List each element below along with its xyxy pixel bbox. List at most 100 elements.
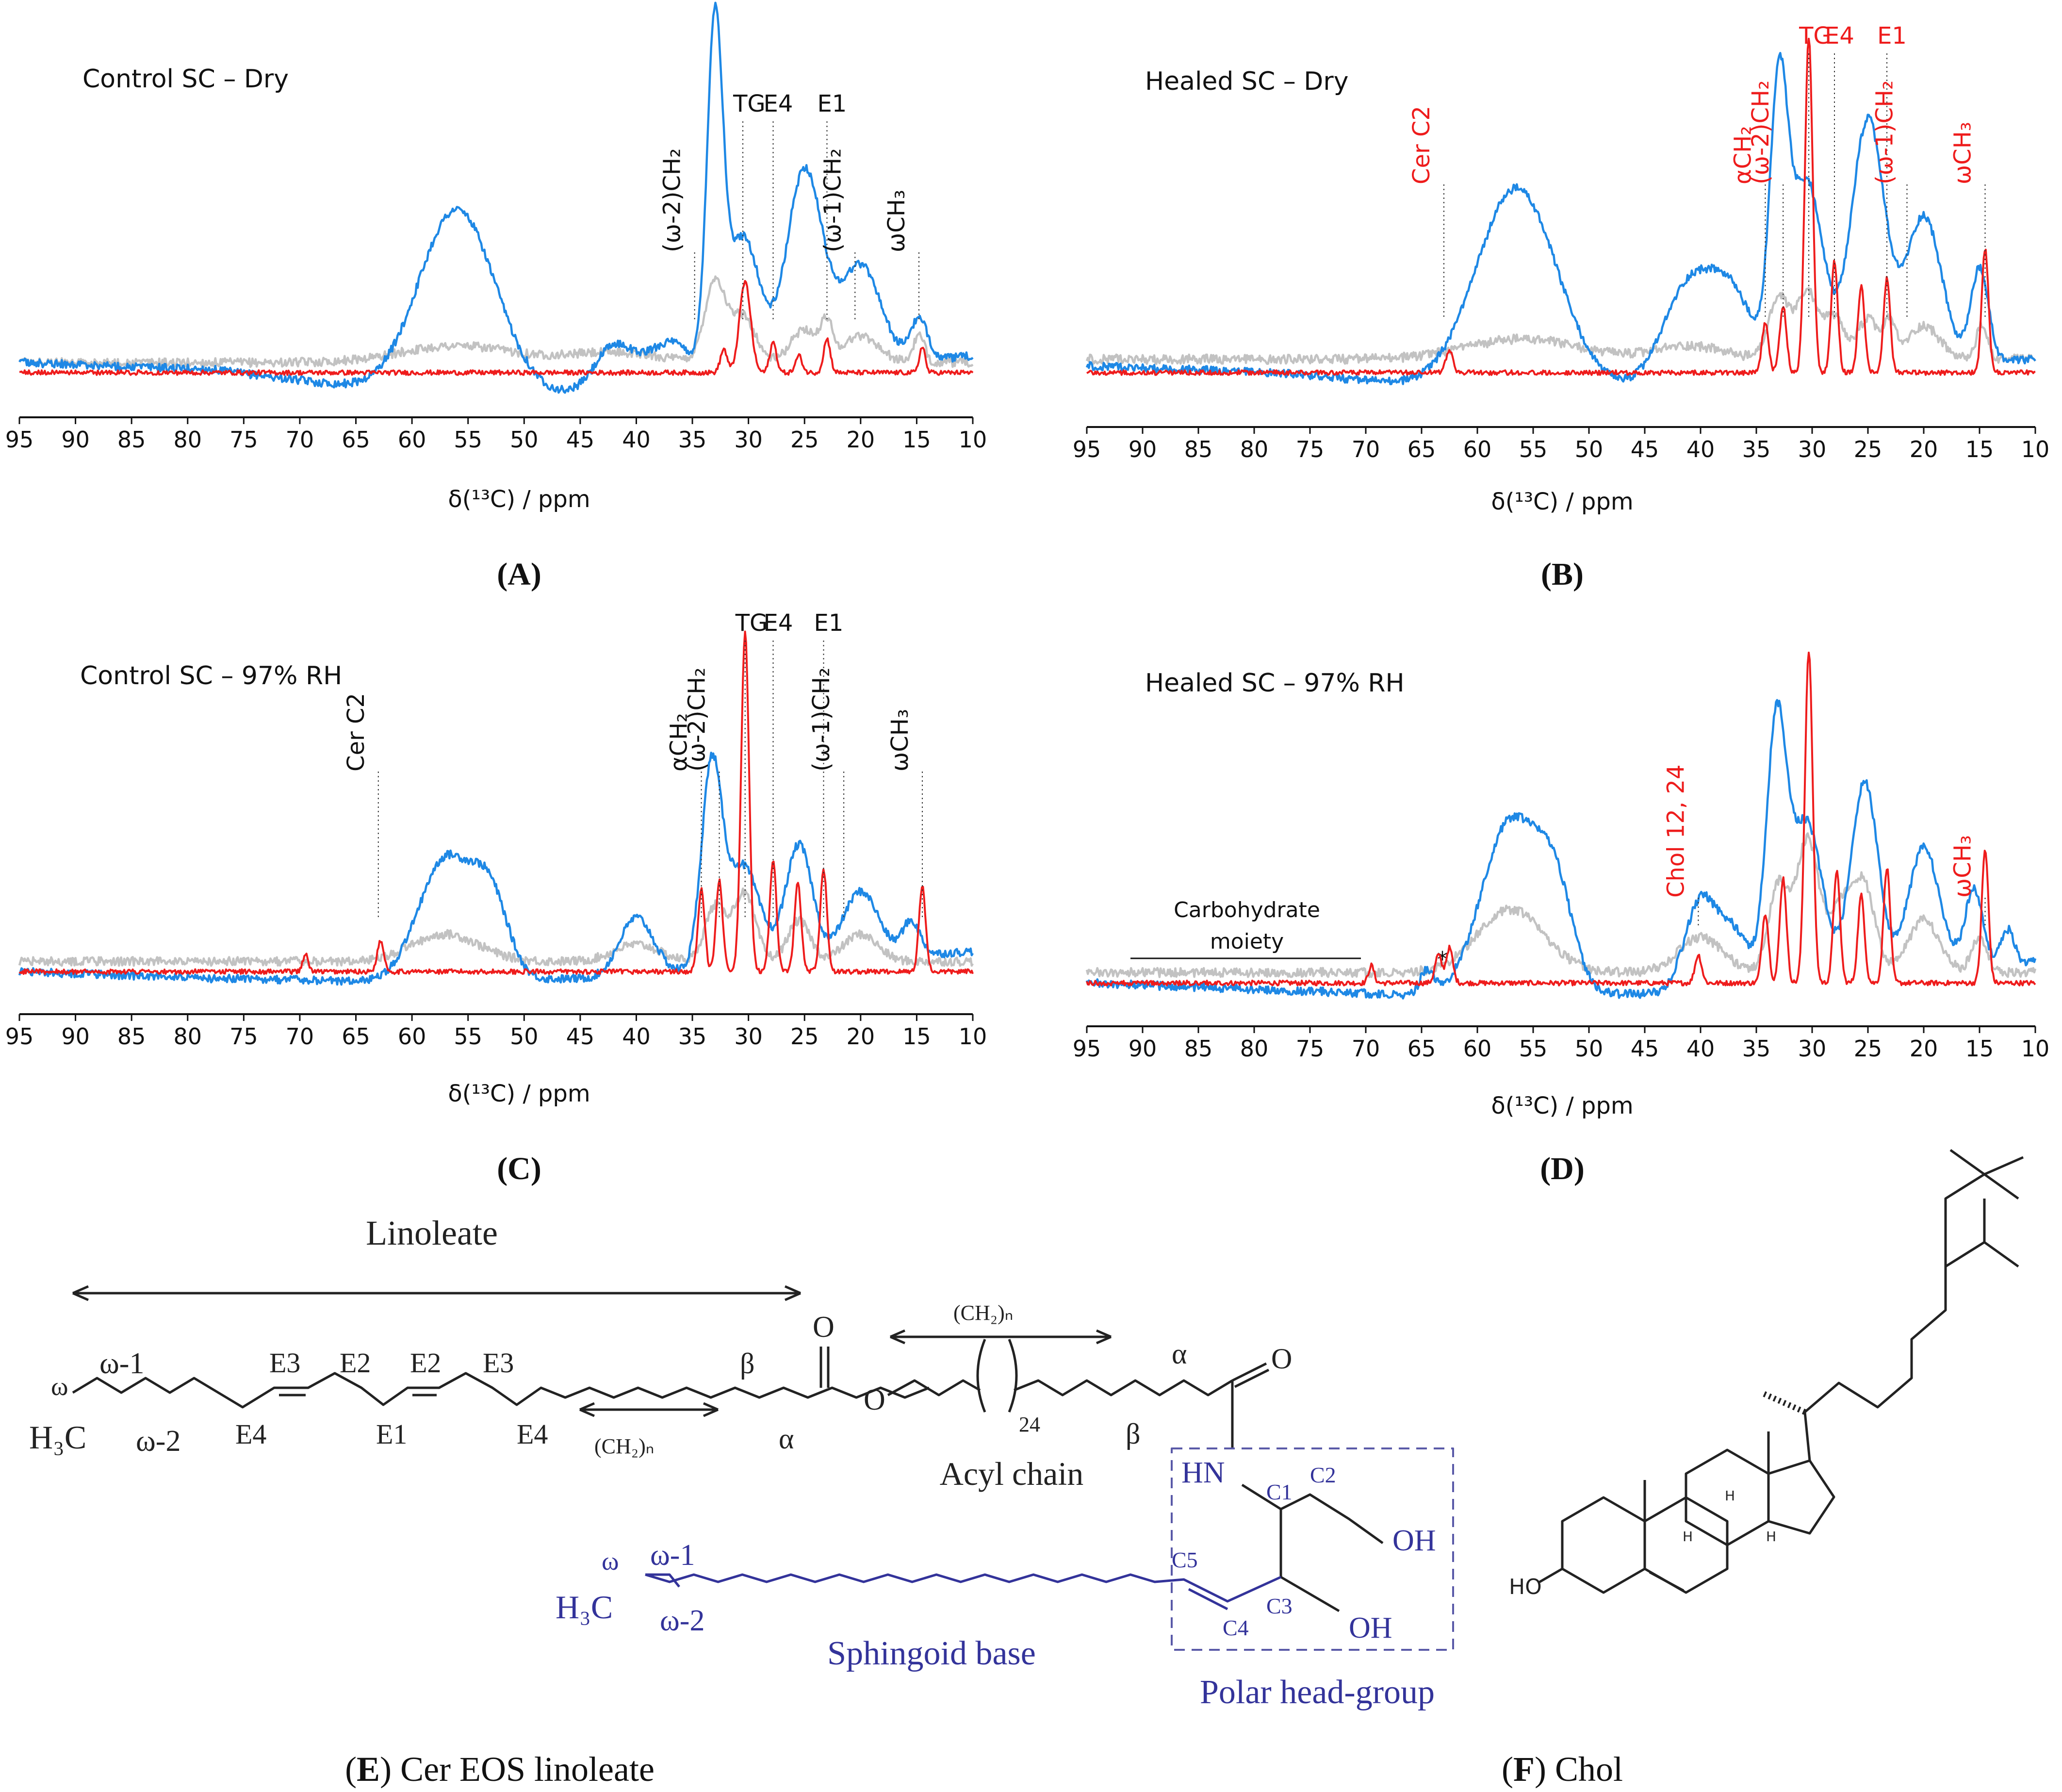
panel-a-xlabel: δ(¹³C) / ppm xyxy=(448,486,590,513)
linoleate-chain xyxy=(72,1372,930,1409)
omega-1-label: ω-1 xyxy=(99,1347,144,1380)
x-tick-label: 90 xyxy=(1129,436,1157,462)
x-tick-label: 70 xyxy=(286,1023,314,1050)
x-tick-label: 45 xyxy=(566,427,595,453)
x-tick-label: 25 xyxy=(790,427,819,453)
annotation-label: E4 xyxy=(764,90,793,117)
x-tick-label: 25 xyxy=(1854,436,1882,462)
acyl-repeat-paren-right xyxy=(1008,1339,1018,1413)
annotation-label: TG xyxy=(733,90,766,117)
omega-2-label: ω-2 xyxy=(136,1425,180,1458)
e3-label-2: E3 xyxy=(483,1347,514,1379)
x-tick-label: 30 xyxy=(1798,1036,1827,1062)
omega-label-2: ω xyxy=(602,1546,619,1576)
x-tick-label: 90 xyxy=(61,1023,90,1050)
x-tick-label: 95 xyxy=(5,427,34,453)
series-red-d xyxy=(1086,651,2036,986)
x-tick-label: 80 xyxy=(173,427,202,453)
cer-eos-labels: Linoleate H₃C ω ω-1 ω-2 E3 E2 E2 E3 E4 E… xyxy=(29,1214,1436,1789)
x-tick-label: 20 xyxy=(1910,436,1938,462)
x-tick-label: 10 xyxy=(2021,436,2050,462)
x-tick-label: 95 xyxy=(1073,436,1101,462)
e3-label-1: E3 xyxy=(269,1347,300,1379)
x-tick-label: 35 xyxy=(1742,1036,1771,1062)
annotation-label: TG xyxy=(735,609,768,637)
x-tick-label: 30 xyxy=(734,427,763,453)
sphingoid-double-bond xyxy=(1188,1588,1228,1611)
x-tick-label: 75 xyxy=(1296,1036,1325,1062)
oh-label-1: OH xyxy=(1392,1524,1436,1557)
x-tick-label: 65 xyxy=(1407,1036,1436,1062)
x-tick-label: 65 xyxy=(342,1023,370,1050)
panel-a-label: (A) xyxy=(497,557,541,592)
x-tick-label: 75 xyxy=(1296,436,1325,462)
alpha-label-2: α xyxy=(1172,1338,1187,1370)
head-group-c1-c2 xyxy=(1241,1483,1384,1545)
x-tick-label: 45 xyxy=(566,1023,595,1050)
oh-label-2: OH xyxy=(1349,1611,1392,1644)
x-tick-label: 25 xyxy=(790,1023,819,1050)
x-tick-label: 45 xyxy=(1631,436,1659,462)
caption-e-letter: E xyxy=(357,1750,380,1789)
h3c-label-2: H₃C xyxy=(556,1589,613,1626)
x-tick-label: 75 xyxy=(229,427,258,453)
x-tick-label: 80 xyxy=(1240,1036,1269,1062)
e1-label: E1 xyxy=(376,1418,407,1450)
panel-b: Healed SC – Dry δ(¹³C) / ppm (B) xyxy=(1145,67,1634,592)
x-tick-label: 55 xyxy=(454,427,482,453)
h-label-1: H xyxy=(1683,1529,1693,1545)
x-tick-label: 10 xyxy=(959,427,987,453)
polar-head-box xyxy=(1171,1447,1454,1651)
h-label-2: H xyxy=(1725,1488,1735,1504)
x-tick-label: 20 xyxy=(1910,1036,1938,1062)
e4-label-1: E4 xyxy=(235,1418,266,1450)
amide-o-label: O xyxy=(1271,1343,1292,1375)
x-tick-label: 50 xyxy=(510,1023,539,1050)
x-tick-label: 90 xyxy=(1129,1036,1157,1062)
x-tick-label: 30 xyxy=(1798,436,1827,462)
x-tick-label: 60 xyxy=(1463,1036,1492,1062)
x-tick-label: 60 xyxy=(398,1023,426,1050)
cer-eos-structure xyxy=(72,1285,1454,1651)
panel-a-title: Control SC – Dry xyxy=(82,65,289,94)
x-tick-label: 50 xyxy=(1575,1036,1604,1062)
x-tick-label: 15 xyxy=(902,427,931,453)
x-tick-label: 60 xyxy=(1463,436,1492,462)
c3-label: C3 xyxy=(1266,1594,1293,1618)
beta-label-2: β xyxy=(1126,1418,1141,1450)
x-tick-label: 95 xyxy=(5,1023,34,1050)
annotation-label: E1 xyxy=(817,90,847,117)
series-blue-a xyxy=(18,1,974,394)
panel-d-xlabel: δ(¹³C) / ppm xyxy=(1491,1092,1633,1119)
ring-b-double-bond xyxy=(1649,1571,1685,1592)
ch2n-label-2: (CH₂)ₙ xyxy=(953,1301,1013,1325)
e2-label-1: E2 xyxy=(340,1347,371,1379)
c1-label: C1 xyxy=(1266,1480,1293,1504)
panel-d-label: (D) xyxy=(1540,1151,1585,1186)
x-tick-label: 35 xyxy=(678,1023,707,1050)
c2-label: C2 xyxy=(1310,1463,1336,1487)
head-group-c3-oh xyxy=(1280,1576,1340,1612)
x-tick-label: 30 xyxy=(734,1023,763,1050)
panel-b-title: Healed SC – Dry xyxy=(1145,67,1349,96)
alpha-label-1: α xyxy=(779,1423,794,1455)
annotation-label: (ω-2)CH₂ xyxy=(659,148,686,252)
annotation-label: ωCH₃ xyxy=(883,190,910,252)
x-tick-label: 70 xyxy=(1352,1036,1380,1062)
x-tick-label: 80 xyxy=(173,1023,202,1050)
x-tick-label: 75 xyxy=(229,1023,258,1050)
annotation-label: αCH₂ xyxy=(666,713,693,772)
x-tick-label: 45 xyxy=(1631,1036,1659,1062)
ch2n-label-1: (CH₂)ₙ xyxy=(594,1434,654,1458)
panel-c-title: Control SC – 97% RH xyxy=(80,661,342,690)
x-tick-label: 60 xyxy=(398,427,426,453)
cholesterol-labels: HO H H H (F) Chol xyxy=(1502,1488,1776,1789)
caption-e: (E) Cer EOS linoleate xyxy=(345,1750,655,1789)
x-tick-label: 85 xyxy=(1184,436,1213,462)
annotation-label: Chol 12, 24 xyxy=(1662,764,1689,898)
x-tick-label: 15 xyxy=(1965,436,1994,462)
panel-c-xlabel: δ(¹³C) / ppm xyxy=(448,1080,590,1107)
acyl-chain-end xyxy=(1014,1379,1233,1397)
x-tick-label: 80 xyxy=(1240,436,1269,462)
